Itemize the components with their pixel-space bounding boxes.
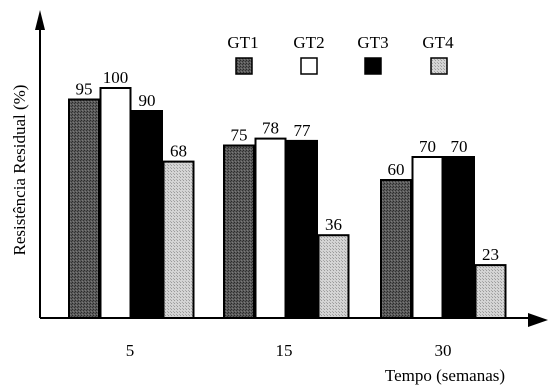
x-axis-arrow	[528, 313, 548, 327]
legend-label-gt3: GT3	[357, 33, 388, 52]
legend-label-gt1: GT1	[227, 33, 258, 52]
legend-swatch-gt3	[364, 57, 382, 75]
legend-label-gt2: GT2	[293, 33, 324, 52]
bar-gt4-15	[317, 234, 350, 319]
bar-value-label-gt1-15: 75	[231, 126, 248, 145]
bar-value-label-gt2-30: 70	[419, 137, 436, 156]
bar-value-label-gt1-30: 60	[388, 160, 405, 179]
bar-value-label-gt4-15: 36	[325, 215, 342, 234]
bar-gt1-30	[380, 179, 412, 319]
y-axis-arrow	[35, 10, 45, 30]
bar-gt4-5	[162, 160, 195, 319]
bar-gt2-5	[99, 87, 132, 319]
y-axis-label: Resistência Residual (%)	[10, 85, 29, 256]
x-tick-label-1: 15	[276, 341, 293, 360]
legend-swatch-gt4	[430, 57, 448, 75]
x-axis-label: Tempo (semanas)	[385, 366, 505, 385]
bar-value-labels: 95 100 90 68 75 78 77 36 60 70 70 23	[76, 68, 500, 264]
bar-gt1-15	[223, 144, 255, 319]
bar-gt1-5	[68, 98, 100, 319]
bar-value-label-gt2-15: 78	[262, 119, 279, 138]
bar-gt2-30	[411, 156, 444, 319]
bar-gt2-15	[254, 137, 287, 319]
legend-swatch-gt1	[235, 57, 253, 75]
bar-value-label-gt4-5: 68	[170, 142, 187, 161]
bar-gt3-15	[286, 139, 318, 319]
legend-label-gt4: GT4	[422, 33, 454, 52]
bar-value-label-gt2-5: 100	[103, 68, 129, 87]
bars-layer	[68, 87, 507, 320]
legend: GT1 GT2 GT3 GT4	[227, 33, 454, 75]
bar-value-label-gt3-30: 70	[451, 137, 468, 156]
legend-swatch-gt2	[300, 57, 318, 75]
bar-gt3-5	[131, 110, 163, 319]
bar-value-label-gt3-15: 77	[294, 121, 312, 140]
x-tick-label-2: 30	[435, 341, 452, 360]
bar-value-label-gt3-5: 90	[139, 91, 156, 110]
x-tick-label-0: 5	[126, 341, 135, 360]
bar-gt3-30	[443, 156, 475, 319]
bar-value-label-gt1-5: 95	[76, 80, 93, 99]
bar-gt4-30	[474, 264, 507, 320]
bar-value-label-gt4-30: 23	[482, 245, 499, 264]
